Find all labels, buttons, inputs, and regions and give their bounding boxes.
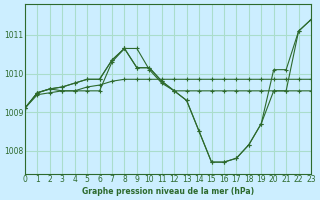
X-axis label: Graphe pression niveau de la mer (hPa): Graphe pression niveau de la mer (hPa) [82,187,254,196]
